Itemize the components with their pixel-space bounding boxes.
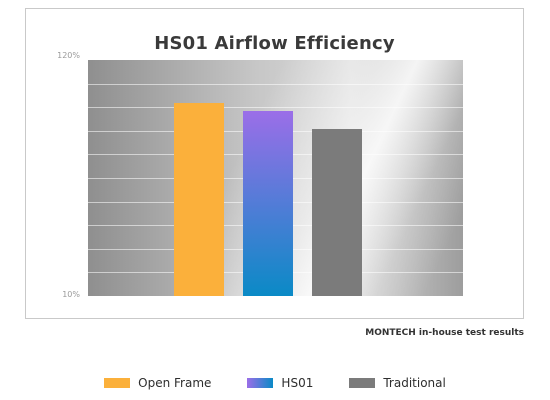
y-tick-top: 120% (57, 51, 80, 60)
legend-item-open-frame: Open Frame (104, 376, 211, 390)
bar-open-frame (174, 102, 224, 296)
legend-swatch (247, 378, 274, 388)
legend-swatch (349, 378, 376, 388)
bar-hs01 (243, 111, 293, 296)
legend-label: Open Frame (138, 376, 212, 390)
legend-item-hs01: HS01 (247, 376, 313, 390)
source-note: MONTECH in-house test results (365, 328, 524, 338)
legend-label: HS01 (281, 376, 314, 390)
legend-label: Traditional (383, 376, 446, 390)
y-tick-bottom: 10% (62, 290, 80, 299)
legend-swatch (104, 378, 131, 388)
legend-item-traditional: Traditional (349, 376, 446, 390)
legend: Open Frame HS01 Traditional (0, 376, 550, 390)
plot-area (88, 60, 463, 296)
bar-traditional (312, 128, 362, 296)
gridline (88, 107, 463, 108)
chart-title: HS01 Airflow Efficiency (154, 33, 395, 54)
gridline (88, 84, 463, 85)
